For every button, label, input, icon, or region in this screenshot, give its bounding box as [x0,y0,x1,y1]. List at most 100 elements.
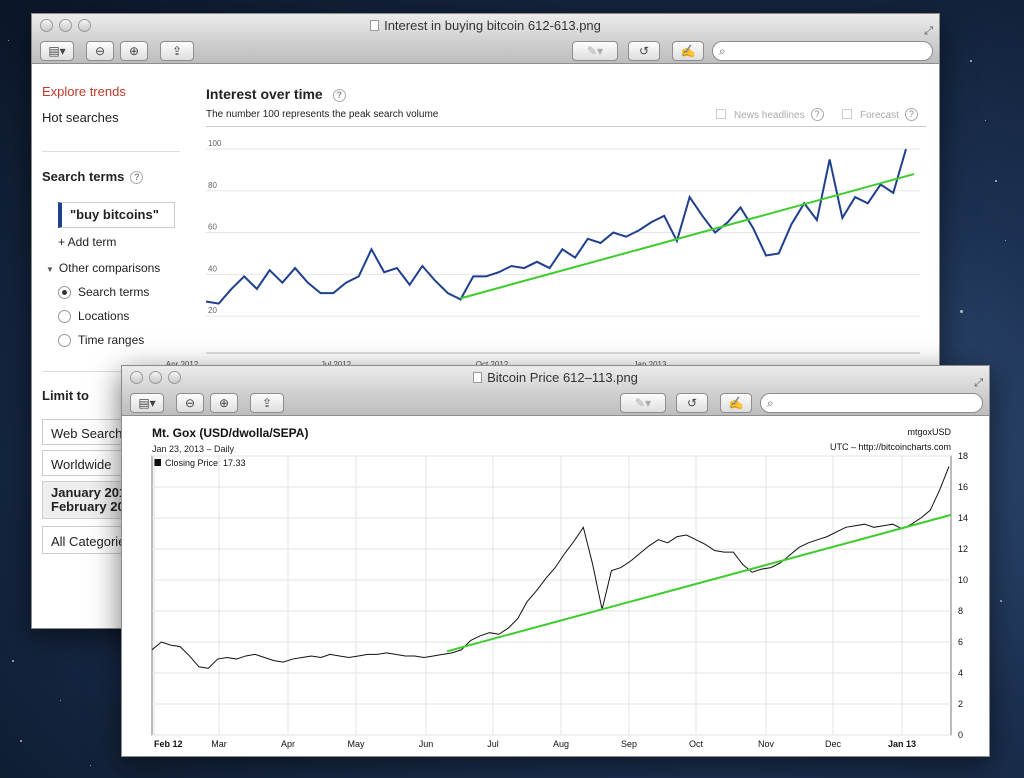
x-tick-label: Jan 2013 [634,360,667,369]
rotate-button[interactable]: ↺ [676,393,708,413]
header-divider [206,126,926,127]
x-tick-label: Jun [419,739,434,749]
annotate-button[interactable]: ✎▾ [620,393,666,413]
radio-locations[interactable] [58,310,71,323]
price-titlebar[interactable]: Bitcoin Price 612–113.png ⤢ [122,366,989,390]
zoom-button[interactable] [168,371,181,384]
y-tick-label: 6 [958,637,963,647]
fullscreen-icon[interactable]: ⤢ [924,25,933,37]
chart-heading: Mt. Gox (USD/dwolla/SEPA) [152,426,309,440]
y-tick-label: 0 [958,730,963,740]
other-comparisons-toggle[interactable]: ▼ Other comparisons [46,261,161,275]
edit-button[interactable]: ✍ [672,41,704,61]
search-icon: ⌕ [767,396,774,410]
y-tick-label: 40 [208,264,217,273]
limit-to-heading: Limit to [42,388,89,403]
search-terms-heading: Search terms? [42,169,144,184]
price-series-line [151,466,950,669]
option-time-ranges[interactable]: Time ranges [78,333,145,347]
close-button[interactable] [130,371,143,384]
minimize-button[interactable] [59,19,72,32]
checkbox[interactable] [716,109,726,119]
sidebar-toggle-button[interactable]: ▤▾ [40,41,74,61]
close-button[interactable] [40,19,53,32]
news-headlines-checkbox[interactable]: News headlines? [716,108,824,121]
y-tick-label: 2 [958,699,963,709]
filter-web-search[interactable]: Web Search [42,419,132,445]
zoom-out-button[interactable]: ⊖ [176,393,204,413]
interest-series-line [205,148,907,305]
preview-toolbar: ▤▾ ⊖ ⊕ ⇪ ✎▾ ↺ ✍ ⌕ [32,38,939,64]
search-field[interactable]: ⌕ [760,393,983,413]
help-icon[interactable]: ? [810,108,824,121]
y-tick-label: 8 [958,606,963,616]
rotate-button[interactable]: ↺ [628,41,660,61]
explore-trends-link[interactable]: Explore trends [42,84,126,99]
y-tick-label: 60 [208,223,217,232]
sidebar-toggle-button[interactable]: ▤▾ [130,393,164,413]
y-tick-label: 20 [208,306,217,315]
y-tick-label: 12 [958,544,968,554]
zoom-button[interactable] [78,19,91,32]
y-tick-label: 4 [958,668,963,678]
x-tick-label: Apr [281,739,295,749]
legend-swatch [154,459,161,466]
x-tick-label: May [347,739,365,749]
x-tick-label: Nov [758,739,775,749]
x-tick-label: Oct 2012 [476,360,509,369]
interest-over-time-title: Interest over time? [206,86,346,102]
preview-toolbar: ▤▾ ⊖ ⊕ ⇪ ✎▾ ↺ ✍ ⌕ [122,390,989,416]
symbol-label: mtgoxUSD [907,427,951,437]
legend-closing-price: Closing Price: 17.33 [154,458,246,468]
y-tick-label: 16 [958,482,968,492]
y-tick-label: 18 [958,451,968,461]
search-field[interactable]: ⌕ [712,41,933,61]
y-tick-label: 14 [958,513,968,523]
radio-time-ranges[interactable] [58,334,71,347]
forecast-checkbox[interactable]: Forecast? [842,108,918,121]
file-icon [370,20,380,31]
filter-date-range[interactable]: January 201 February 20 [42,481,132,519]
help-icon[interactable]: ? [904,108,918,121]
help-icon[interactable]: ? [332,89,346,102]
filter-date-start: January 201 [51,485,127,500]
share-button[interactable]: ⇪ [160,41,194,61]
add-term-link[interactable]: + Add term [58,235,117,249]
triangle-down-icon: ▼ [46,265,54,274]
radio-search-terms[interactable] [58,286,71,299]
window-title: Interest in buying bitcoin 612-613.png [384,18,601,33]
sidebar-divider [42,151,180,152]
x-tick-label: Dec [825,739,842,749]
filter-date-end: February 20 [51,499,125,514]
x-tick-label: Oct [689,739,704,749]
source-label: UTC – http://bitcoincharts.com [829,442,951,452]
interest-chart: 20 40 60 80 100 Apr 2012 Jul 2012 Oct 2012 Jan 2… [166,139,920,369]
zoom-in-button[interactable]: ⊕ [210,393,238,413]
x-tick-label: Apr 2012 [166,360,199,369]
fullscreen-icon[interactable]: ⤢ [974,377,983,389]
x-tick-label: Jul 2012 [321,360,352,369]
edit-button[interactable]: ✍ [720,393,752,413]
share-button[interactable]: ⇪ [250,393,284,413]
price-fit-line [446,513,952,653]
plot-frame [151,455,952,736]
checkbox[interactable] [842,109,852,119]
filter-categories[interactable]: All Categorie [42,526,132,554]
zoom-out-button[interactable]: ⊖ [86,41,114,61]
x-tick-label: Jan 13 [888,739,916,749]
minimize-button[interactable] [149,371,162,384]
option-locations[interactable]: Locations [78,309,130,323]
sidebar-divider-2 [42,371,180,372]
trends-titlebar[interactable]: Interest in buying bitcoin 612-613.png ⤢ [32,14,939,38]
chart-date: Jan 23, 2013 – Daily [152,444,235,454]
zoom-in-button[interactable]: ⊕ [120,41,148,61]
x-tick-label: Aug [553,739,569,749]
chart-subtitle: The number 100 represents the peak searc… [206,109,439,120]
price-window: Bitcoin Price 612–113.png ⤢ ▤▾ ⊖ ⊕ ⇪ ✎▾ … [121,365,990,757]
window-title: Bitcoin Price 612–113.png [487,370,638,385]
hot-searches-link[interactable]: Hot searches [42,110,119,125]
annotate-button[interactable]: ✎▾ [572,41,618,61]
search-term-chip[interactable]: "buy bitcoins" [58,202,175,228]
option-search-terms[interactable]: Search terms [78,285,150,299]
help-icon[interactable]: ? [130,171,144,184]
